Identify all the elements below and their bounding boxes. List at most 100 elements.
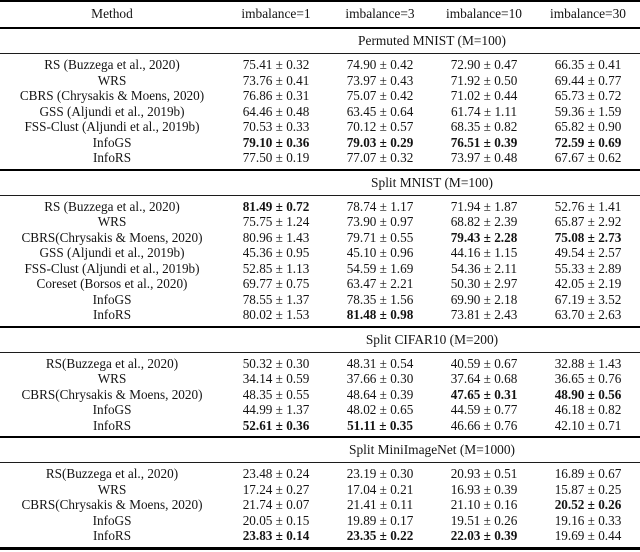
value-cell: 72.90 ± 0.47: [450, 57, 518, 72]
table-row: RS (Buzzega et al., 2020) 75.41 ± 0.32 74.…: [0, 54, 640, 73]
value-cell: 42.10 ± 0.71: [554, 417, 622, 433]
table-row: Coreset (Borsos et al., 2020) 69.77 ± 0.7…: [0, 276, 640, 292]
method-cell: RS (Buzzega et al., 2020): [44, 198, 180, 214]
table-row: InfoRS 80.02 ± 1.53 81.48 ± 0.98 73.81 ± 2.…: [0, 307, 640, 327]
value-cell: 46.18 ± 0.82: [554, 402, 622, 417]
value-cell: 75.08 ± 2.73: [554, 229, 622, 245]
table-row: WRS 73.76 ± 0.41 73.97 ± 0.43 71.92 ± 0.50 6…: [0, 73, 640, 89]
value-cell: 73.76 ± 0.41: [242, 72, 310, 88]
value-cell: 59.36 ± 1.59: [554, 103, 622, 119]
method-cell: InfoRS: [92, 150, 132, 165]
value-cell: 51.11 ± 0.35: [347, 417, 413, 433]
value-cell: 63.70 ± 2.63: [554, 307, 622, 322]
table-row: FSS-Clust (Aljundi et al., 2019b) 70.53 ±…: [0, 119, 640, 135]
section-header-row: Permuted MNIST (M=100): [0, 27, 640, 54]
value-cell: 48.02 ± 0.65: [346, 402, 414, 417]
value-cell: 23.83 ± 0.14: [242, 528, 310, 543]
value-cell: 48.35 ± 0.55: [242, 386, 310, 402]
value-cell: 63.45 ± 0.64: [346, 103, 414, 119]
value-cell: 16.89 ± 0.67: [554, 466, 622, 481]
results-table-body: Permuted MNIST (M=100) RS (Buzzega et al.…: [0, 27, 640, 548]
value-cell: 52.85 ± 1.13: [242, 260, 310, 276]
value-cell: 75.41 ± 0.32: [242, 57, 310, 72]
section-title: Permuted MNIST (M=100): [224, 27, 640, 54]
value-cell: 75.07 ± 0.42: [346, 88, 414, 103]
value-cell: 45.36 ± 0.95: [242, 245, 310, 260]
value-cell: 37.64 ± 0.68: [450, 371, 518, 386]
section-method-spacer: [0, 325, 224, 353]
value-cell: 68.82 ± 2.39: [450, 214, 518, 229]
table-row: InfoGS 78.55 ± 1.37 78.35 ± 1.56 69.90 ± 2.…: [0, 292, 640, 308]
method-cell: InfoRS: [92, 307, 132, 322]
value-cell: 23.19 ± 0.30: [346, 466, 414, 481]
value-cell: 70.53 ± 0.33: [242, 119, 310, 134]
value-cell: 20.05 ± 0.15: [242, 512, 310, 528]
value-cell: 65.87 ± 2.92: [554, 214, 622, 229]
table-row: InfoGS 44.99 ± 1.37 48.02 ± 0.65 44.59 ± 0.…: [0, 402, 640, 418]
method-cell: WRS: [97, 214, 127, 229]
method-cell: InfoGS: [92, 134, 132, 150]
method-cell: RS(Buzzega et al., 2020): [45, 355, 179, 371]
value-cell: 46.66 ± 0.76: [450, 417, 518, 433]
header-row: Method imbalance=1 imbalance=3 imbalance…: [0, 1, 640, 29]
value-cell: 50.30 ± 2.97: [450, 276, 518, 291]
section-header-row: Split CIFAR10 (M=200): [0, 325, 640, 353]
value-cell: 55.33 ± 2.89: [554, 260, 622, 276]
table-row: CBRS(Chrysakis & Moens, 2020) 21.74 ± 0.0…: [0, 497, 640, 513]
value-cell: 52.61 ± 0.36: [242, 417, 310, 433]
value-cell: 36.65 ± 0.76: [554, 371, 622, 386]
method-cell: CBRS(Chrysakis & Moens, 2020): [21, 497, 203, 512]
value-cell: 81.48 ± 0.98: [346, 307, 414, 322]
section-title: Split MiniImageNet (M=1000): [224, 436, 640, 463]
section-method-spacer: [0, 436, 224, 463]
value-cell: 40.59 ± 0.67: [450, 355, 518, 371]
value-cell: 44.99 ± 1.37: [242, 402, 310, 417]
value-cell: 79.71 ± 0.55: [346, 229, 414, 245]
value-cell: 73.97 ± 0.48: [450, 150, 518, 165]
value-cell: 48.90 ± 0.56: [554, 386, 622, 402]
value-cell: 78.55 ± 1.37: [242, 291, 310, 307]
value-cell: 54.59 ± 1.69: [346, 260, 414, 276]
table-row: RS(Buzzega et al., 2020) 50.32 ± 0.30 48.3…: [0, 352, 640, 371]
value-cell: 17.04 ± 0.21: [346, 481, 414, 497]
value-cell: 22.03 ± 0.39: [450, 528, 518, 543]
section-method-spacer: [0, 168, 224, 196]
value-cell: 37.66 ± 0.30: [346, 371, 414, 386]
value-cell: 75.75 ± 1.24: [242, 214, 310, 229]
value-cell: 70.12 ± 0.57: [346, 119, 414, 134]
method-cell: CBRS(Chrysakis & Moens, 2020): [21, 386, 203, 402]
value-cell: 66.35 ± 0.41: [554, 57, 622, 72]
table-row: WRS 34.14 ± 0.59 37.66 ± 0.30 37.64 ± 0.68 3…: [0, 371, 640, 387]
value-cell: 44.59 ± 0.77: [450, 402, 518, 417]
section-header-row: Split MNIST (M=100): [0, 168, 640, 196]
value-cell: 73.81 ± 2.43: [450, 307, 518, 322]
value-cell: 78.35 ± 1.56: [346, 291, 414, 307]
col-header-imbalance-30: imbalance=30: [536, 1, 640, 29]
value-cell: 19.89 ± 0.17: [346, 512, 414, 528]
method-cell: RS (Buzzega et al., 2020): [44, 57, 180, 72]
value-cell: 69.77 ± 0.75: [242, 276, 310, 291]
value-cell: 47.65 ± 0.31: [450, 386, 518, 402]
method-cell: WRS: [97, 371, 127, 386]
value-cell: 19.51 ± 0.26: [450, 512, 518, 528]
value-cell: 19.69 ± 0.44: [554, 528, 622, 543]
value-cell: 17.24 ± 0.27: [242, 481, 310, 497]
value-cell: 45.10 ± 0.96: [346, 245, 414, 260]
table-row: InfoRS 23.83 ± 0.14 23.35 ± 0.22 22.03 ± 0.…: [0, 528, 640, 548]
value-cell: 72.59 ± 0.69: [554, 134, 622, 150]
table-row: InfoRS 52.61 ± 0.36 51.11 ± 0.35 46.66 ± 0.…: [0, 418, 640, 438]
table-row: RS(Buzzega et al., 2020) 23.48 ± 0.24 23.1…: [0, 463, 640, 482]
value-cell: 48.64 ± 0.39: [346, 386, 414, 402]
method-cell: Coreset (Borsos et al., 2020): [36, 276, 188, 291]
method-cell: InfoGS: [92, 402, 132, 417]
method-cell: InfoGS: [92, 512, 132, 528]
value-cell: 79.43 ± 2.28: [450, 229, 518, 245]
table-row: CBRS(Chrysakis & Moens, 2020) 48.35 ± 0.5…: [0, 387, 640, 403]
value-cell: 34.14 ± 0.59: [242, 371, 310, 386]
table-row: GSS (Aljundi et al., 2019b) 64.46 ± 0.48 6…: [0, 104, 640, 120]
value-cell: 54.36 ± 2.11: [450, 260, 518, 276]
value-cell: 64.46 ± 0.48: [242, 103, 310, 119]
value-cell: 73.90 ± 0.97: [346, 214, 414, 229]
col-header-method: Method: [0, 1, 224, 29]
